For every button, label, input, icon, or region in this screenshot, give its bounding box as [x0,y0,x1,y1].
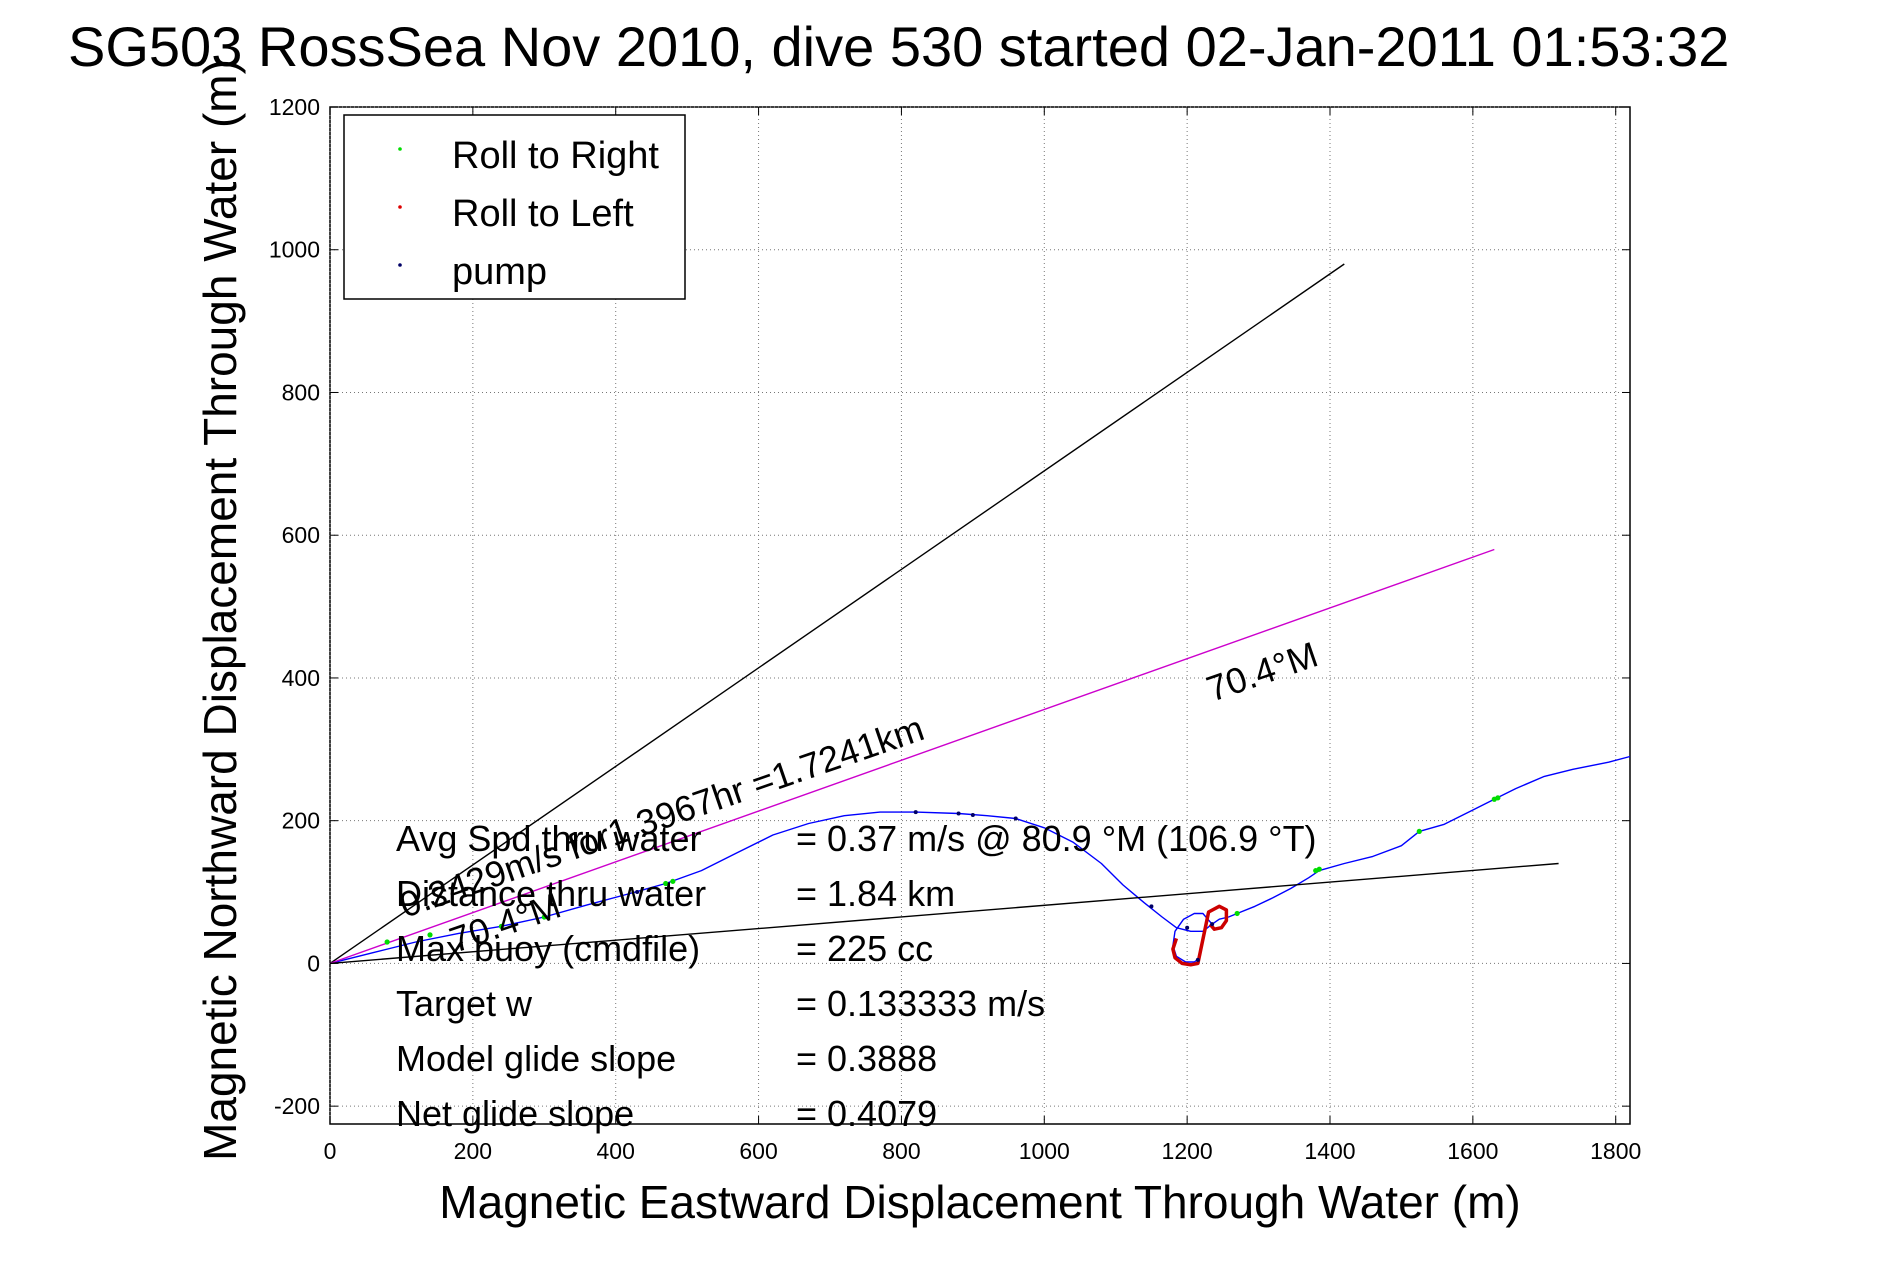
x-tick-label: 0 [324,1138,337,1164]
x-tick-label: 200 [454,1138,492,1164]
series-heading-line-magenta [329,548,1495,965]
roll-right-point [1316,866,1322,872]
y-axis-label: Magnetic Northward Displacement Through … [194,59,246,1161]
pump-point [956,811,961,816]
x-tick-label: 1800 [1590,1138,1641,1164]
stat-label-target-w: Target w [396,983,533,1024]
y-tick-label: 800 [282,379,320,405]
pump-point [1185,925,1190,930]
series-heading-line-black-lower [329,862,1559,965]
pump-point [970,812,975,817]
y-tick-label: 600 [282,522,320,548]
y-tick-label: 1000 [269,237,320,263]
legend-label-pump: pump [452,251,547,293]
stat-value-model-glide: = 0.3888 [796,1038,937,1079]
stat-label-net-glide: Net glide slope [396,1093,634,1134]
series-loop [1172,912,1213,963]
roll-right-point [1234,910,1240,917]
pump-point [1013,816,1018,821]
series-heading-line-black-upper [329,263,1345,964]
y-tick-label: -200 [274,1093,320,1119]
stat-label-avg-speed: Avg Spd thru water [396,818,702,859]
stat-value-avg-speed: = 0.37 m/s @ 80.9 °M (106.9 °T) [796,818,1317,859]
pump-point [913,810,918,815]
x-tick-label: 800 [882,1138,920,1164]
x-tick-label: 1200 [1162,1138,1213,1164]
stat-label-model-glide: Model glide slope [396,1038,676,1079]
roll-right-point [663,880,669,887]
y-tick-label: 400 [282,665,320,691]
pump-point [1195,957,1200,962]
series-roll-left [1171,904,1229,967]
legend-marker-pump [398,263,402,267]
stat-label-distance: Distance thru water [396,873,706,914]
x-axis-label: Magnetic Eastward Displacement Through W… [439,1176,1520,1228]
legend-marker-roll-right [398,147,402,151]
roll-right-point [670,878,676,884]
x-tick-label: 1000 [1019,1138,1070,1164]
x-tick-label: 600 [739,1138,777,1164]
y-tick-label: 200 [282,808,320,834]
stat-label-max-buoy: Max buoy (cmdfile) [396,928,700,969]
y-tick-label: 0 [307,950,320,976]
pump-point [1210,922,1215,927]
pump-point [1149,904,1154,909]
x-tick-label: 1400 [1304,1138,1355,1164]
roll-right-point [498,923,505,929]
legend-label-roll-right: Roll to Right [452,135,659,177]
pump-point [635,890,640,895]
stats-block: Avg Spd thru water = 0.37 m/s @ 80.9 °M … [396,818,1317,1134]
roll-right-point [1495,795,1501,801]
legend: Roll to Right Roll to Left pump [343,114,686,300]
stat-value-max-buoy: = 225 cc [796,928,933,969]
chart-title: SG503 RossSea Nov 2010, dive 530 started… [68,15,1729,78]
x-tick-label: 400 [597,1138,635,1164]
roll-right-point [541,914,547,920]
y-tick-label: 1200 [269,94,320,120]
stat-value-distance: = 1.84 km [796,873,955,914]
x-axis-ticks: 0 200 400 600 800 1000 1200 1400 1600 1800 [324,107,1641,1164]
markers-group [384,795,1501,962]
roll-right-point [1416,828,1422,834]
legend-label-roll-left: Roll to Left [452,193,634,235]
stat-value-target-w: = 0.133333 m/s [796,983,1045,1024]
x-tick-label: 1600 [1447,1138,1498,1164]
stat-value-net-glide: = 0.4079 [796,1093,937,1134]
roll-right-point [427,932,433,938]
legend-marker-roll-left [398,205,402,209]
roll-right-point [384,939,390,945]
y-axis-ticks: -200 0 200 400 600 800 1000 1200 [269,94,1630,1119]
